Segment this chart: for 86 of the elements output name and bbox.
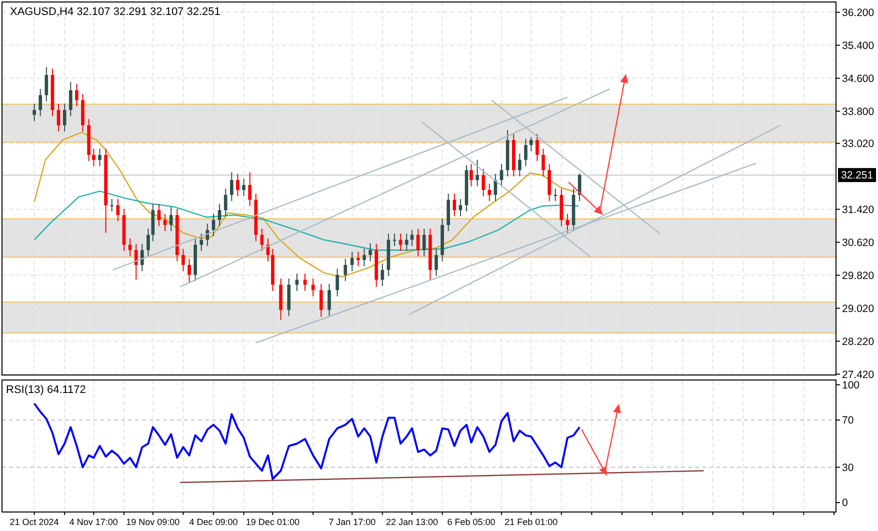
candlestick [500, 163, 504, 187]
candlestick [242, 178, 246, 197]
candlestick [218, 203, 222, 227]
candlestick [458, 198, 462, 217]
chart-title: RSI(13) 64.1172 [6, 384, 86, 396]
y-tick-label: 29.820 [842, 270, 874, 282]
candlestick [75, 84, 78, 107]
candlestick [404, 233, 408, 252]
ref-line-label: 32.251 [841, 170, 874, 182]
candlestick [260, 228, 264, 252]
candlestick [470, 163, 473, 187]
x-tick-label: 19 Nov 09:00 [126, 517, 180, 527]
candlestick [542, 148, 545, 177]
line-series [34, 190, 580, 251]
candlestick [230, 172, 234, 202]
candlestick [398, 233, 402, 252]
candlestick [163, 213, 167, 232]
line-series [33, 402, 581, 480]
candlestick [380, 263, 384, 286]
line-series [34, 132, 576, 278]
candlestick [566, 213, 570, 234]
candlestick [116, 198, 120, 222]
candlestick [98, 148, 102, 167]
candlestick [488, 183, 492, 202]
candlestick [62, 103, 66, 132]
candlestick [536, 133, 539, 162]
candlestick [524, 138, 528, 167]
y-tick-label: 35.400 [842, 40, 874, 52]
candlestick [182, 248, 185, 272]
candlestick [554, 188, 558, 202]
candlestick [578, 172, 582, 202]
y-tick-label: 30 [842, 462, 854, 474]
chart-title: XAGUSD,H4 32.107 32.291 32.107 32.251 [10, 6, 220, 18]
candlestick [476, 159, 479, 187]
x-tick-label: 7 Jan 17:00 [328, 517, 376, 527]
y-tick-label: 36.200 [842, 6, 874, 19]
y-tick-label: 33.800 [842, 106, 874, 118]
candlestick [422, 228, 426, 257]
y-tick-label: 70 [842, 414, 854, 427]
y-tick-label: 33.020 [842, 138, 874, 150]
candlestick [146, 228, 150, 257]
y-tick-label: 28.220 [842, 336, 874, 348]
candlestick [200, 233, 204, 252]
candlestick [362, 248, 366, 267]
candlestick [344, 258, 348, 282]
candlestick [320, 283, 323, 318]
candlestick [134, 243, 138, 280]
x-tick-label: 21 Oct 2024 [10, 517, 59, 527]
x-tick-label: 4 Nov 17:00 [69, 517, 118, 527]
candlestick [356, 251, 360, 267]
candlestick [336, 268, 339, 297]
candlestick [212, 213, 216, 237]
candlestick [32, 103, 36, 122]
y-tick-label: 100 [842, 379, 860, 392]
candlestick [482, 168, 486, 197]
candlestick [368, 242, 372, 262]
y-tick-label: 30.620 [842, 236, 874, 249]
candlestick [92, 148, 96, 167]
candlestick [529, 136, 533, 152]
y-tick-label: 29.020 [842, 302, 874, 315]
y-tick-label: 0 [842, 497, 848, 510]
y-tick-label: 27.420 [842, 368, 874, 381]
candlestick [434, 248, 438, 277]
candlestick [224, 188, 228, 217]
x-tick-label: 4 Dec 09:00 [189, 517, 238, 527]
candlestick [169, 206, 173, 232]
candlestick [38, 88, 42, 117]
x-tick-label: 6 Feb 05:00 [447, 517, 496, 527]
candlestick [157, 203, 161, 227]
y-tick-label: 34.600 [842, 72, 874, 85]
candlestick [311, 278, 315, 297]
candlestick [410, 229, 414, 246]
candlestick [236, 173, 240, 197]
y-tick-label: 31.420 [842, 204, 874, 216]
x-tick-label: 22 Jan 13:00 [386, 517, 438, 527]
candlestick [328, 283, 331, 317]
candlestick [518, 153, 522, 177]
candlestick [248, 172, 252, 207]
candlestick [392, 233, 396, 246]
candlestick [68, 81, 72, 117]
candlestick [140, 243, 144, 272]
x-tick-label: 19 Dec 01:00 [246, 517, 300, 527]
candlestick [110, 198, 114, 212]
x-tick-label: 21 Feb 01:00 [504, 517, 558, 527]
candlestick [188, 258, 191, 284]
candlestick [350, 251, 354, 272]
